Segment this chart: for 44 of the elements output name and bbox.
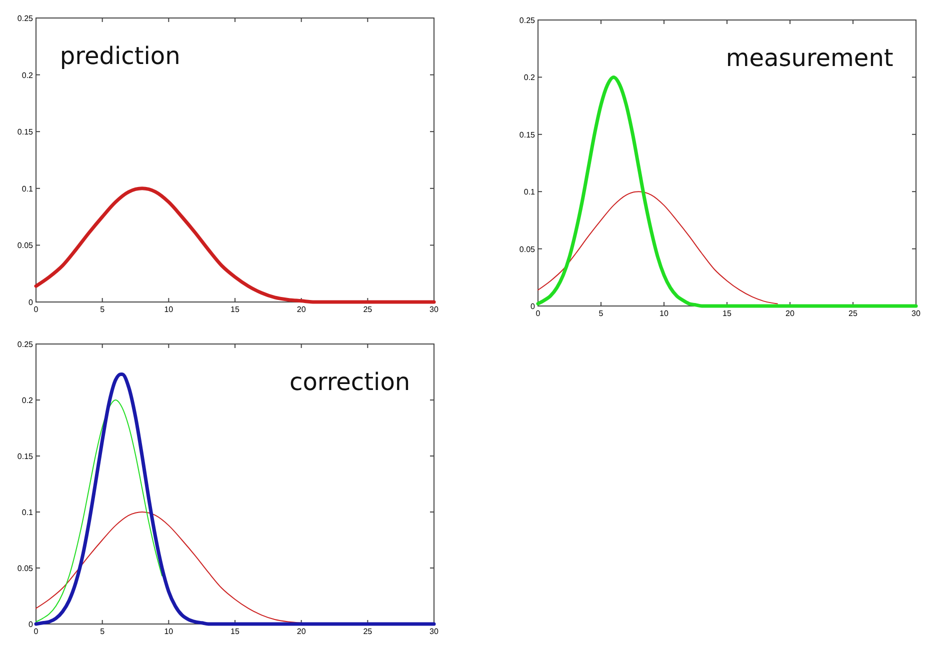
x-tick-label: 25 [848, 309, 858, 318]
x-tick-label: 30 [430, 305, 439, 314]
x-tick-label: 15 [230, 305, 240, 314]
line-series [36, 512, 302, 624]
x-tick-label: 10 [164, 627, 174, 636]
y-tick-label: 0.05 [519, 244, 536, 254]
y-tick-label: 0.15 [17, 452, 34, 461]
annotation: correction [290, 368, 410, 396]
y-tick-label: 0.25 [17, 340, 34, 349]
x-tick-label: 5 [100, 627, 106, 636]
line-series [536, 75, 918, 308]
y-tick-label: 0.2 [22, 396, 34, 405]
y-tick-label: 0.2 [22, 70, 34, 80]
y-tick-label: 0.2 [524, 73, 536, 82]
y-tick-label: 0.1 [22, 508, 34, 517]
line-series [34, 186, 436, 304]
x-tick-label: 20 [296, 305, 306, 314]
line-series [538, 191, 778, 304]
x-tick-label: 25 [363, 305, 373, 314]
y-tick-label: 0.25 [519, 16, 536, 25]
x-tick-label: 20 [296, 627, 306, 636]
x-tick-label: 15 [722, 309, 732, 318]
x-tick-label: 15 [230, 627, 240, 636]
x-tick-label: 5 [100, 305, 106, 314]
x-tick-label: 10 [164, 305, 174, 314]
y-tick-label: 0 [28, 298, 34, 307]
y-tick-label: 0.15 [17, 128, 34, 137]
x-tick-label: 30 [912, 309, 921, 318]
annotation: measurement [726, 44, 894, 72]
x-tick-label: 10 [660, 309, 669, 318]
annotation: prediction [60, 42, 180, 70]
y-tick-label: 0.05 [17, 241, 34, 250]
x-tick-label: 20 [786, 309, 795, 318]
y-tick-label: 0 [28, 620, 34, 629]
x-tick-label: 5 [598, 309, 604, 318]
y-tick-label: 0.15 [519, 130, 536, 140]
y-tick-label: 0.1 [22, 184, 34, 194]
x-tick-label: 30 [430, 627, 439, 636]
y-tick-label: 0.05 [17, 564, 34, 573]
x-tick-label: 25 [363, 627, 373, 636]
line-series [34, 372, 436, 626]
y-tick-label: 0.1 [524, 188, 536, 197]
line-series [36, 400, 163, 622]
y-tick-label: 0.25 [17, 14, 34, 23]
